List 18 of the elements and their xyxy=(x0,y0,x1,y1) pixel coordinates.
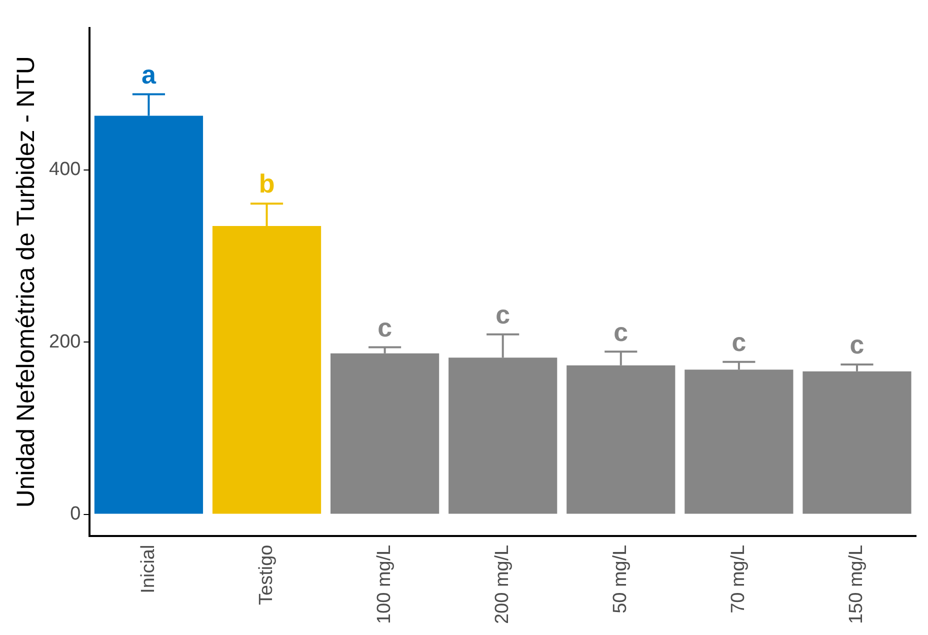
y-tick-label: 0 xyxy=(70,504,81,524)
annotation: c xyxy=(850,330,864,360)
x-tick-label: 150 mg/L xyxy=(846,544,868,624)
x-tick-label: 50 mg/L xyxy=(610,544,632,614)
x-tick-label: Testigo xyxy=(256,544,277,605)
x-tick-label: Inicial xyxy=(138,544,159,594)
annotation: c xyxy=(732,327,746,358)
annotation: a xyxy=(141,59,156,90)
x-tick-label: 70 mg/L xyxy=(728,544,750,614)
annotation: c xyxy=(496,300,510,330)
annotation: c xyxy=(614,316,628,347)
annotation: c xyxy=(378,312,392,342)
x-tick-label: 100 mg/L xyxy=(374,544,396,624)
x-tick-label: 200 mg/L xyxy=(492,544,514,624)
y-axis-title: Unidad Nefelométrica de Turbidez - NTU xyxy=(12,56,40,508)
annotation: b xyxy=(258,168,275,199)
y-tick-label: 400 xyxy=(49,159,81,180)
y-tick-label: 200 xyxy=(49,331,81,352)
